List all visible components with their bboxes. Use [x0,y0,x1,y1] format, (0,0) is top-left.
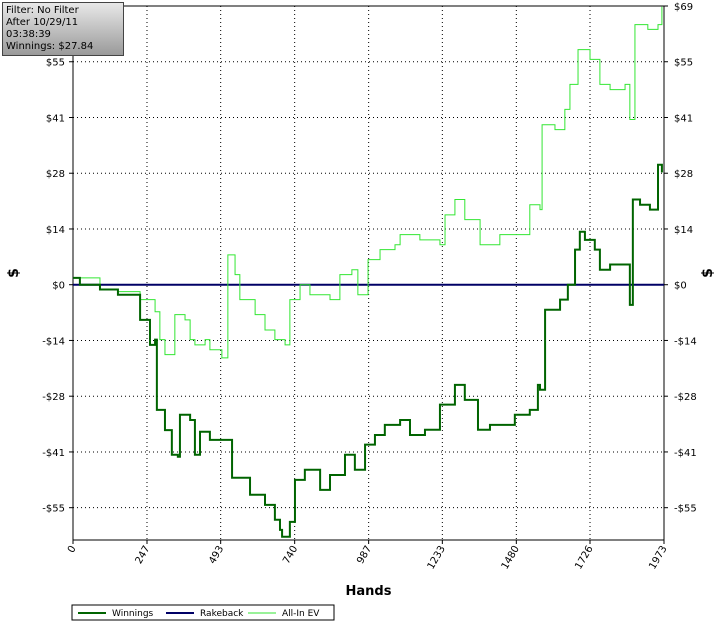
y2-tick-label: $41 [674,113,693,124]
info-box: Filter: No Filter After 10/29/11 03:38:3… [2,2,124,56]
y2-tick-label: -$41 [674,448,697,459]
series-line [73,163,663,538]
y2-tick-label: -$28 [674,392,697,403]
y-tick-label: $28 [46,169,65,180]
y2-axis-label: $ [700,268,716,278]
x-tick-label: 740 [281,544,300,566]
y2-tick-label: -$55 [674,504,697,515]
y2-tick-label: -$14 [674,336,697,347]
y-tick-label: $41 [46,113,65,124]
info-line: After 10/29/11 03:38:39 [6,17,79,40]
x-tick-label: 1726 [573,544,595,572]
y-tick-label: -$41 [42,448,65,459]
legend-label: Winnings [112,609,154,619]
legend-box [71,604,335,621]
x-tick-label: 1480 [500,544,522,572]
x-axis-label: Hands [346,584,392,599]
y2-tick-label: $28 [674,169,693,180]
x-tick-label: 247 [134,544,153,566]
y-tick-label: -$14 [42,336,65,347]
y-tick-label: $0 [52,281,65,292]
plot-border [72,5,665,541]
x-tick-label: 0 [66,544,79,555]
info-line: Filter: No Filter [6,5,79,16]
x-tick-label: 1973 [647,544,669,572]
x-tick-label: 1233 [426,544,448,572]
y2-tick-label: $55 [674,58,693,69]
y-axis-label: $ [6,268,22,278]
y2-tick-label: $69 [674,2,693,13]
x-tick-label: 987 [355,544,374,566]
y-tick-label: $55 [46,58,65,69]
series-line [73,6,663,359]
x-tick-label: 493 [207,544,226,566]
y-tick-label: -$55 [42,504,65,515]
y-tick-label: -$28 [42,392,65,403]
legend-label: All-In EV [282,609,320,619]
info-line: Winnings: $27.84 [6,41,94,52]
y2-tick-label: $0 [674,281,687,292]
y2-tick-label: $14 [674,225,693,236]
legend-label: Rakeback [200,609,244,619]
y-tick-label: $14 [46,225,65,236]
